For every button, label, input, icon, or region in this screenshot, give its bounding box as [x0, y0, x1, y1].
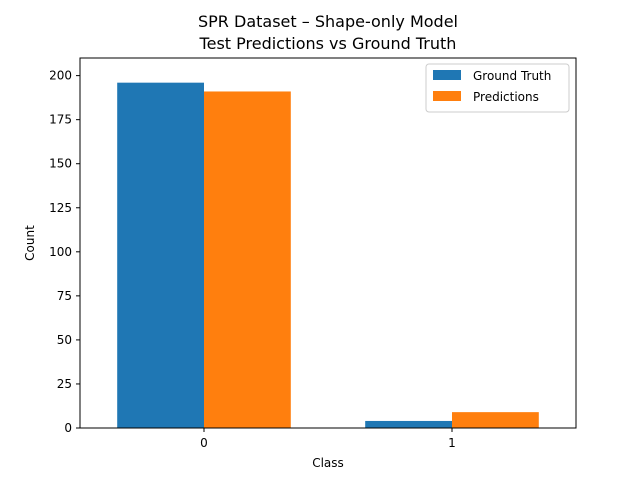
bar-ground-truth-class-1	[365, 420, 452, 428]
y-tick-label: 0	[64, 421, 72, 435]
x-tick-label: 1	[448, 436, 456, 450]
legend: Ground Truth Predictions	[425, 63, 570, 113]
plot-area-frame	[79, 57, 577, 429]
x-axis-label: Class	[312, 456, 344, 470]
y-tick-label: 200	[49, 69, 72, 83]
y-tick-label: 75	[57, 289, 72, 303]
bar-predictions-class-0	[204, 91, 291, 428]
legend-frame	[425, 63, 570, 113]
x-tick-label: 0	[200, 436, 208, 450]
chart-title: SPR Dataset – Shape-only Model	[198, 12, 458, 31]
bar-ground-truth-class-0	[117, 82, 204, 429]
y-tick-label: 175	[49, 113, 72, 127]
y-tick-label: 150	[49, 157, 72, 171]
legend-label-ground-truth: Ground Truth	[473, 69, 551, 83]
legend-label-predictions: Predictions	[473, 90, 539, 104]
y-tick-label: 100	[49, 245, 72, 259]
legend-swatch-predictions	[433, 91, 461, 101]
legend-swatch-ground-truth	[433, 70, 461, 80]
chart-subtitle: Test Predictions vs Ground Truth	[199, 34, 457, 53]
bar-predictions-class-1	[452, 412, 539, 428]
y-axis-label: Count	[23, 225, 37, 261]
bars-group	[117, 82, 539, 429]
y-axis-ticks: 0 25 50 75 100 125 150 175 200	[49, 69, 80, 435]
y-tick-label: 125	[49, 201, 72, 215]
y-tick-label: 25	[57, 377, 72, 391]
y-tick-label: 50	[57, 333, 72, 347]
